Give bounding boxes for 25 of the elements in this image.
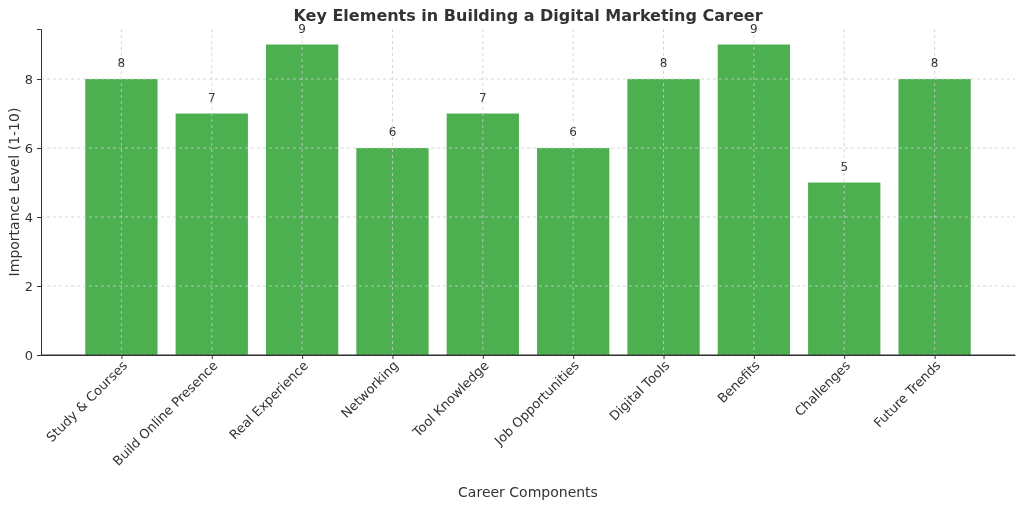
data-label: 7 — [207, 90, 216, 105]
data-label: 6 — [569, 125, 577, 140]
y-tick-label: 6 — [24, 140, 33, 156]
data-label: 8 — [930, 56, 939, 71]
bar — [265, 44, 339, 355]
bar — [898, 79, 971, 355]
data-label: 8 — [117, 56, 126, 71]
data-label: 5 — [840, 159, 849, 174]
x-axis-title: Career Components — [458, 484, 598, 500]
bar — [175, 113, 248, 355]
bar — [627, 79, 700, 355]
data-label: 8 — [659, 56, 668, 71]
y-tick-label: 2 — [24, 278, 33, 294]
bar — [446, 113, 519, 355]
y-tick-label: 0 — [24, 347, 33, 363]
bar — [808, 182, 881, 355]
bar — [717, 44, 791, 355]
y-tick-label: 4 — [24, 209, 33, 225]
y-axis-title: Importance Level (1-10) — [6, 107, 22, 277]
y-tick-label: 8 — [24, 71, 33, 87]
bar — [356, 148, 429, 355]
bar — [537, 148, 610, 355]
data-label: 6 — [388, 125, 397, 140]
bar — [85, 79, 158, 355]
data-label: 7 — [479, 90, 487, 105]
